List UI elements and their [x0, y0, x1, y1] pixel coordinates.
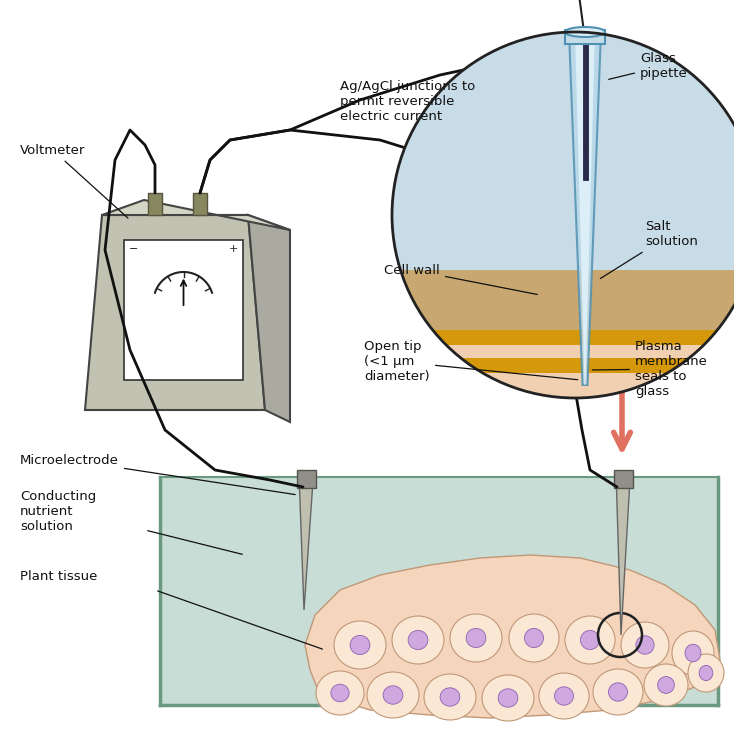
Circle shape: [392, 32, 734, 398]
Text: Plant tissue: Plant tissue: [20, 570, 98, 583]
Ellipse shape: [644, 664, 688, 706]
Text: Conducting
nutrient
solution: Conducting nutrient solution: [20, 490, 96, 533]
Text: Cell wall: Cell wall: [385, 264, 537, 295]
Bar: [614, 470, 633, 488]
Polygon shape: [248, 215, 290, 422]
Text: Microelectrode: Microelectrode: [20, 453, 295, 495]
Ellipse shape: [392, 616, 444, 664]
Ellipse shape: [688, 654, 724, 692]
Bar: [392, 373, 734, 398]
Ellipse shape: [554, 687, 573, 705]
Ellipse shape: [424, 674, 476, 720]
Bar: [392, 330, 734, 345]
Text: Salt
solution: Salt solution: [600, 220, 698, 279]
Ellipse shape: [350, 635, 370, 654]
Bar: [124, 240, 243, 380]
Polygon shape: [617, 488, 630, 635]
Polygon shape: [160, 477, 718, 705]
Ellipse shape: [621, 622, 669, 668]
Ellipse shape: [440, 688, 460, 706]
Ellipse shape: [700, 666, 713, 680]
Bar: [392, 358, 734, 373]
Polygon shape: [299, 488, 313, 610]
Ellipse shape: [466, 629, 486, 648]
Ellipse shape: [565, 27, 605, 37]
Polygon shape: [583, 32, 587, 180]
Ellipse shape: [636, 636, 654, 654]
Ellipse shape: [593, 669, 643, 715]
Ellipse shape: [498, 689, 518, 708]
Bar: [392, 345, 734, 358]
Polygon shape: [569, 32, 601, 385]
Bar: [148, 193, 162, 215]
Text: Voltmeter: Voltmeter: [20, 144, 128, 218]
Ellipse shape: [367, 672, 419, 718]
Polygon shape: [85, 215, 265, 410]
Bar: [297, 470, 316, 488]
Text: Ag/AgCl junctions to
permit reversible
electric current: Ag/AgCl junctions to permit reversible e…: [340, 80, 475, 123]
Text: Glass
pipette: Glass pipette: [608, 52, 688, 80]
Ellipse shape: [383, 686, 403, 704]
Bar: [565, 30, 605, 44]
Ellipse shape: [316, 671, 364, 715]
Text: Plasma
membrane
seals to
glass: Plasma membrane seals to glass: [592, 340, 708, 398]
Ellipse shape: [608, 682, 628, 701]
Ellipse shape: [672, 631, 714, 675]
Text: Open tip
(<1 μm
diameter): Open tip (<1 μm diameter): [364, 340, 578, 383]
Ellipse shape: [658, 677, 675, 694]
Bar: [392, 270, 734, 330]
Ellipse shape: [565, 616, 615, 664]
Ellipse shape: [482, 675, 534, 721]
Ellipse shape: [581, 630, 600, 649]
Polygon shape: [102, 200, 290, 230]
Ellipse shape: [450, 614, 502, 662]
Polygon shape: [575, 32, 595, 385]
Bar: [193, 193, 207, 215]
Text: −: −: [129, 244, 139, 254]
Polygon shape: [305, 555, 720, 718]
Ellipse shape: [685, 644, 701, 662]
Ellipse shape: [334, 621, 386, 669]
Text: +: +: [228, 244, 238, 254]
Ellipse shape: [408, 630, 428, 649]
Ellipse shape: [525, 629, 543, 648]
Ellipse shape: [331, 684, 349, 702]
Ellipse shape: [509, 614, 559, 662]
Ellipse shape: [539, 673, 589, 719]
